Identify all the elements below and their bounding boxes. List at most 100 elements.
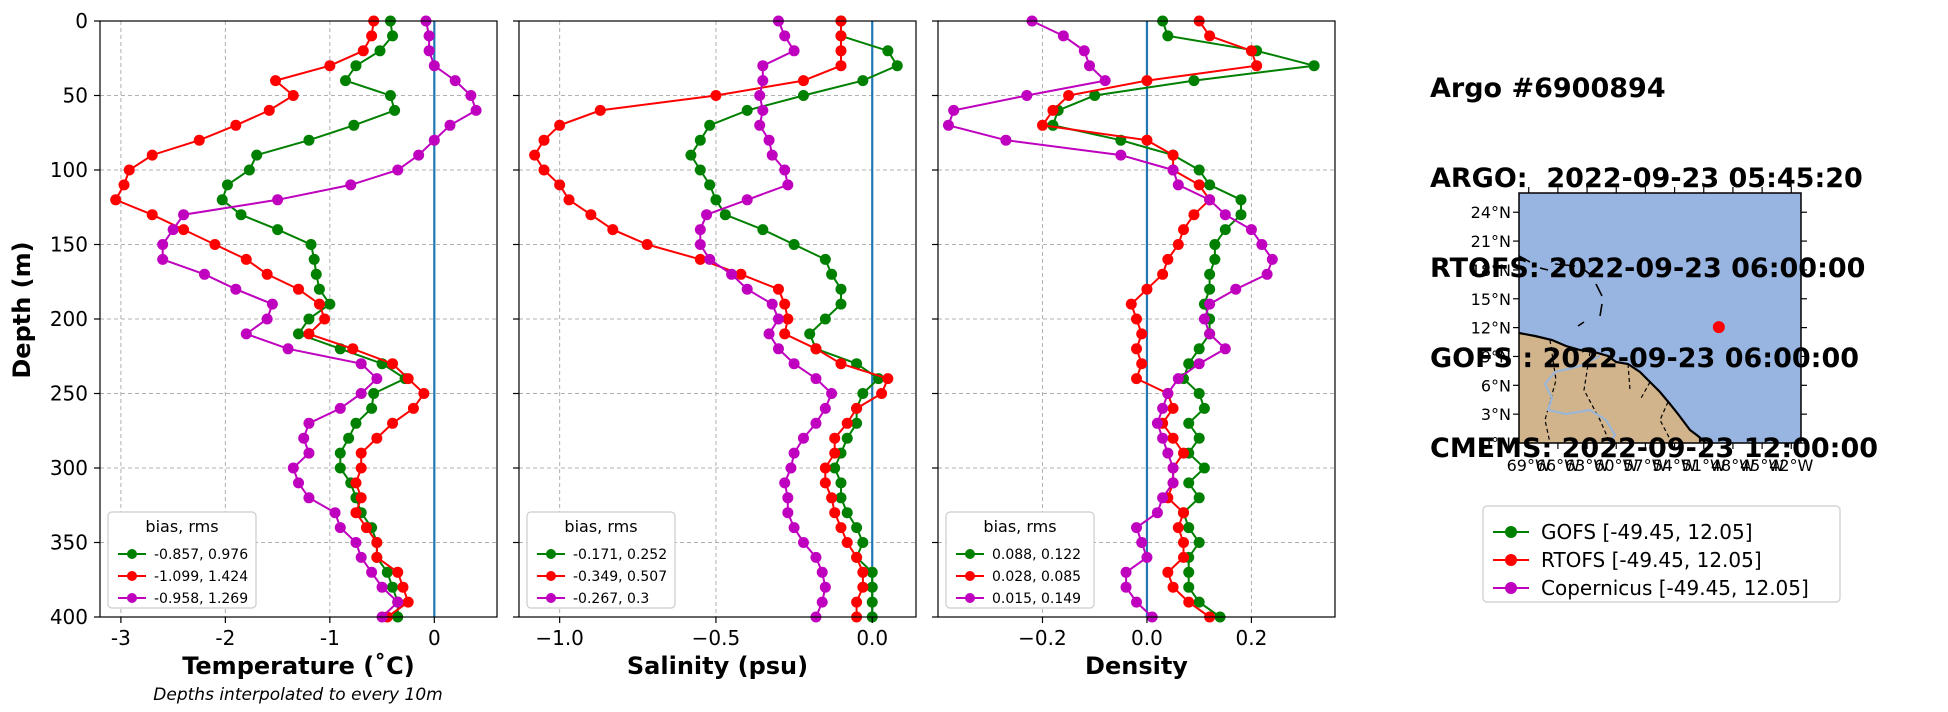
salinity-copernicus-point <box>694 239 706 250</box>
salinity-gofs-point <box>788 239 800 250</box>
density-legend-box <box>945 511 1095 609</box>
temperature-copernicus-point <box>355 388 367 399</box>
salinity-rtofs-point <box>585 209 597 221</box>
density-copernicus-point <box>1256 239 1268 250</box>
salinity-legend-box <box>526 511 676 609</box>
density-rtofs-point <box>1141 283 1153 295</box>
salinity-copernicus-point <box>826 388 838 399</box>
temperature-gofs-point <box>243 164 255 176</box>
salinity-gofs-point <box>804 328 816 340</box>
salinity-copernicus-point <box>816 596 828 608</box>
salinity-rtofs-point <box>779 298 791 310</box>
temperature-rtofs-point <box>371 551 383 563</box>
salinity-copernicus-point <box>741 283 753 295</box>
salinity-gofs-point <box>829 462 841 474</box>
temperature-copernicus-point <box>392 596 404 608</box>
density-xtick-label: 0.2 <box>1236 626 1268 650</box>
density-rtofs-point <box>1167 149 1179 161</box>
temperature-gofs-point <box>313 283 325 295</box>
salinity-rtofs-point <box>841 537 853 548</box>
temperature-legend-marker <box>127 549 137 559</box>
salinity-copernicus-point <box>701 209 713 221</box>
model-legend-marker-gofs <box>1505 526 1517 538</box>
temperature-gofs-point <box>293 328 304 340</box>
density-rtofs-point <box>1178 537 1190 548</box>
salinity-gofs-point <box>857 75 869 87</box>
map-lat-label: 6°N <box>1481 376 1511 395</box>
float-info-header: Argo #6900894 ARGO: 2022-09-23 05:45:20 … <box>1430 14 1878 494</box>
temperature-rtofs-point <box>360 522 372 534</box>
map-lon-label: 45°W <box>1740 456 1784 475</box>
salinity-copernicus-point <box>797 537 809 548</box>
map-latitude-ticks: 0°N 3°N 6°N 9°N 12°N 15°N 18°N 21°N 24°N <box>1471 203 1807 453</box>
salinity-rtofs-point <box>876 388 888 399</box>
density-gofs-point <box>1162 30 1174 42</box>
salinity-rtofs-point <box>563 194 575 206</box>
depth-ytick-label: 350 <box>50 531 88 555</box>
salinity-copernicus-point <box>726 268 738 280</box>
map-coastline <box>1518 331 1707 444</box>
salinity-copernicus-point <box>763 328 775 340</box>
density-copernicus-point <box>1131 522 1142 534</box>
density-copernicus-point <box>1172 373 1184 385</box>
temperature-rtofs-point <box>209 239 221 250</box>
salinity-gofs-point <box>685 149 697 161</box>
salinity-rtofs-point <box>835 522 847 534</box>
density-copernicus-point <box>948 104 960 116</box>
salinity-rtofs-point <box>594 104 606 116</box>
density-rtofs-point <box>1063 90 1075 101</box>
temperature-copernicus-point <box>266 298 278 310</box>
temperature-copernicus-point <box>230 283 242 295</box>
density-copernicus-point <box>1000 134 1012 146</box>
density-copernicus-point <box>1157 492 1169 504</box>
density-gofs-point <box>1183 566 1195 578</box>
salinity-copernicus-point <box>741 194 753 206</box>
salinity-copernicus-point <box>766 298 778 310</box>
temperature-rtofs-point <box>303 328 315 340</box>
density-rtofs-point <box>1157 268 1169 280</box>
density-copernicus-point <box>1157 432 1169 444</box>
map-lon-label: 54°W <box>1652 456 1696 475</box>
salinity-copernicus-point <box>819 581 831 593</box>
density-copernicus-point <box>1078 45 1090 57</box>
temperature-copernicus-point <box>157 253 169 265</box>
temperature-copernicus-point <box>444 119 456 131</box>
temperature-gofs-point <box>308 253 320 265</box>
temperature-gofs-point <box>389 104 401 116</box>
temperature-copernicus-point <box>334 402 346 414</box>
density-copernicus-point <box>1162 447 1174 459</box>
density-rtofs-point <box>1178 224 1190 236</box>
salinity-gofs-point <box>757 224 769 236</box>
salinity-rtofs-point <box>710 90 722 101</box>
temperature-copernicus-point <box>366 566 378 578</box>
density-gofs-point <box>1183 522 1195 534</box>
temperature-gofs-point <box>374 45 386 57</box>
temperature-gofs-point <box>387 30 399 42</box>
salinity-copernicus-point <box>772 313 784 325</box>
salinity-gofs-point <box>857 388 869 399</box>
density-copernicus-point <box>1157 402 1169 414</box>
temperature-copernicus-point <box>198 268 210 280</box>
salinity-rtofs-point <box>694 253 706 265</box>
salinity-legend-entry: -0.171, 0.252 <box>573 547 667 563</box>
temperature-rtofs-point <box>118 179 130 191</box>
density-axis-label: Density <box>1085 652 1188 680</box>
density-xtick-label: −0.2 <box>1018 626 1067 650</box>
map-rivers <box>1543 355 1617 444</box>
density-copernicus-point <box>1204 194 1216 206</box>
map-lon-label: 63°W <box>1565 456 1609 475</box>
map-lon-label: 60°W <box>1594 456 1638 475</box>
temperature-rtofs-point <box>387 358 399 370</box>
salinity-copernicus-point <box>810 373 822 385</box>
temperature-copernicus-point <box>371 373 383 385</box>
density-copernicus-point <box>1162 388 1174 399</box>
temperature-copernicus-point <box>272 194 284 206</box>
salinity-copernicus-point <box>757 104 769 116</box>
density-rtofs-point <box>1178 447 1190 459</box>
temperature-rtofs-point <box>261 268 273 280</box>
salinity-gofs-point <box>866 596 878 608</box>
temperature-copernicus-point <box>178 209 190 221</box>
salinity-rtofs-point <box>851 596 863 608</box>
temperature-gofs-point <box>221 179 233 191</box>
salinity-rtofs-point <box>529 149 541 161</box>
